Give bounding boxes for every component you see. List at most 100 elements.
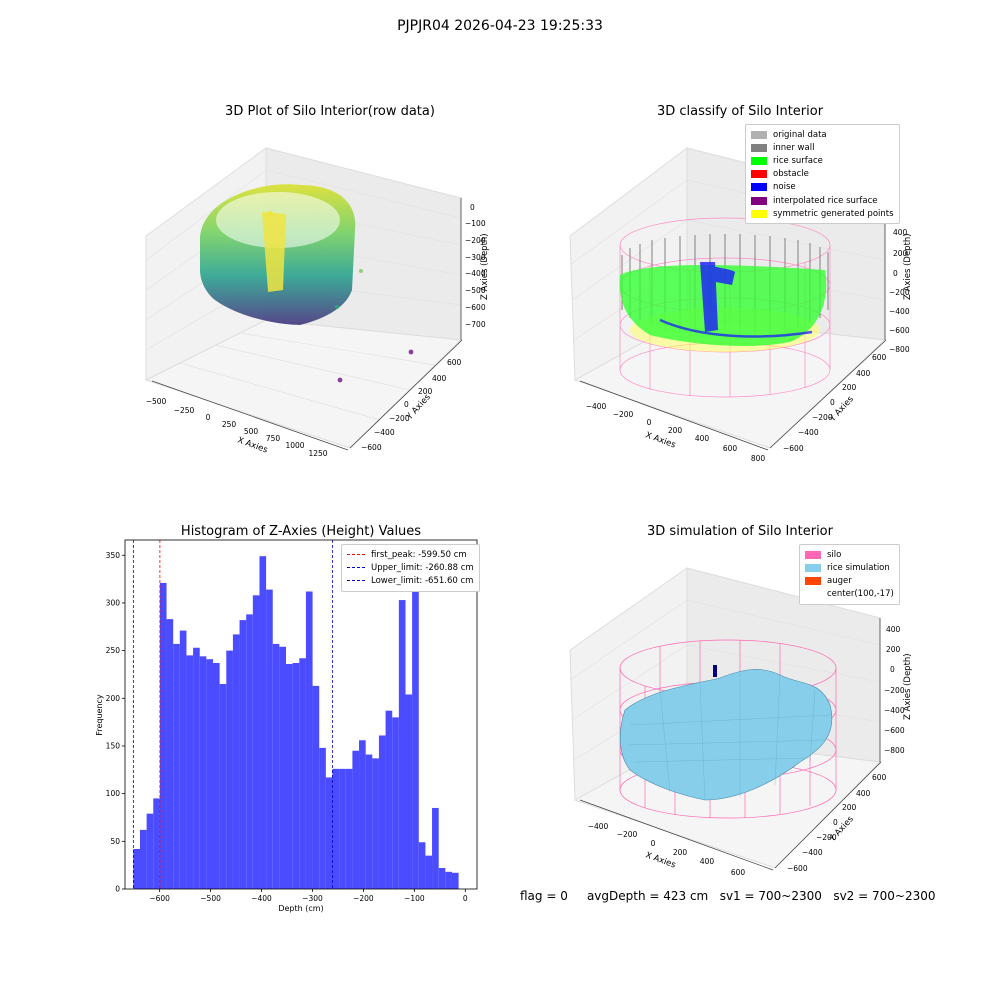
histogram-bar xyxy=(146,813,154,889)
raw-x-tick: 750 xyxy=(266,434,281,443)
histogram-y-tick-label: 350 xyxy=(106,551,121,560)
raw-x-tick: 1250 xyxy=(308,449,327,458)
histogram-x-tick-label: −500 xyxy=(200,894,221,903)
status-footer: flag = 0 avgDepth = 423 cm sv1 = 700~230… xyxy=(520,889,936,903)
histogram-y-ticks: 0 50 100 150 200 250 300 350 xyxy=(106,551,125,894)
raw-y-tick: 400 xyxy=(432,374,447,383)
histogram-bar xyxy=(385,710,393,889)
classify-z-label: Z Axies (Depth) xyxy=(903,233,913,300)
raw-outlier-point xyxy=(408,349,414,355)
classify-y-tick: −600 xyxy=(783,444,804,453)
classify-legend-item: original data xyxy=(751,128,894,141)
histogram-chart: −600 −500 −400 −300 −200 −100 0 0 50 100 150 200 25… xyxy=(95,539,478,913)
histogram-y-tick-label: 0 xyxy=(115,885,120,894)
classify-legend-item: inner wall xyxy=(751,141,894,154)
flag-value: flag = 0 xyxy=(520,889,568,903)
histogram-bar xyxy=(219,683,227,889)
sim-y-tick: −200 xyxy=(816,833,837,842)
raw-outlier-point xyxy=(335,305,339,309)
sim-y-label: Y Axies xyxy=(827,814,856,845)
histogram-title: Histogram of Z-Axies (Height) Values xyxy=(180,524,422,539)
classify-noise xyxy=(700,262,735,332)
histogram-y-tick-label: 300 xyxy=(106,598,121,607)
histogram-bar xyxy=(418,842,426,889)
raw-y-tick: −200 xyxy=(389,414,410,423)
avg-depth-value: avgDepth = 423 cm xyxy=(586,889,709,903)
raw-outlier-point xyxy=(337,377,343,383)
sim-y-tick: −600 xyxy=(787,864,808,873)
raw-z-tick: −100 xyxy=(465,219,486,228)
classify-noise-edge xyxy=(659,318,813,338)
histogram-bar xyxy=(252,595,260,889)
histogram-bar xyxy=(199,656,207,889)
sim-legend-swatch xyxy=(805,590,821,598)
raw-z-tick: −300 xyxy=(465,253,486,262)
histogram-legend-item: Upper_limit: -260.88 cm xyxy=(347,561,474,574)
classify-y-tick: 600 xyxy=(872,353,887,362)
figure-title: PJPJR04 2026-04-23 19:25:33 xyxy=(397,18,603,34)
classify-x-tick: −400 xyxy=(586,402,607,411)
classify-y-axis xyxy=(769,339,887,449)
raw-x-label: X Axies xyxy=(236,435,269,455)
histogram-bar xyxy=(206,659,214,889)
histogram-bar xyxy=(173,643,180,889)
classify-legend-label: inner wall xyxy=(773,142,815,153)
classify-z-tick: 200 xyxy=(893,249,908,258)
classify-legend-item: obstacle xyxy=(751,168,894,181)
classify-y-tick: 0 xyxy=(830,398,835,407)
histogram-bar xyxy=(166,619,174,889)
sim-legend-label: auger xyxy=(827,575,852,586)
histogram-bar xyxy=(266,589,273,889)
classify-legend-swatch xyxy=(751,170,767,179)
histogram-y-tick-label: 100 xyxy=(106,789,121,798)
histogram-x-tick-label: −200 xyxy=(353,894,374,903)
raw-x-tick: 1000 xyxy=(285,441,304,450)
classify-y-tick: 200 xyxy=(842,383,857,392)
sim-z-tick: −200 xyxy=(884,686,905,695)
classify-legend-item: noise xyxy=(751,181,894,194)
histogram-bar xyxy=(272,643,280,889)
histogram-bar xyxy=(299,658,306,889)
histogram-bar xyxy=(405,694,413,889)
histogram-frame xyxy=(124,539,478,890)
sim-rice-mesh xyxy=(627,672,831,801)
histogram-y-label: Frequency xyxy=(95,694,104,736)
sim-z-tick: 0 xyxy=(890,665,895,674)
classify-y-tick: 400 xyxy=(856,369,871,378)
sim-x-tick: 600 xyxy=(731,868,746,877)
sim-z-ticks: 400 200 0 −200 −400 −600 −800 xyxy=(884,625,905,755)
classify-x-tick: 600 xyxy=(723,444,738,453)
sim-x-tick: −200 xyxy=(617,830,638,839)
sim-legend-item: rice simulation xyxy=(805,561,894,574)
raw-x-tick: 500 xyxy=(244,427,259,436)
histogram-bar xyxy=(179,630,187,889)
histogram-bar xyxy=(239,620,247,889)
histogram-bar xyxy=(305,591,313,889)
histogram-bar xyxy=(286,663,293,889)
raw-z-ticks: 0 −100 −200 −300 −400 −500 −600 −700 xyxy=(465,203,486,329)
histogram-bar xyxy=(365,754,373,889)
sv1-value: sv1 = 700~2300 xyxy=(719,889,822,903)
histogram-x-tick-label: −400 xyxy=(251,894,272,903)
histogram-bar xyxy=(153,798,160,889)
histogram-legend-line-sample xyxy=(347,580,365,582)
histogram-legend-line-sample xyxy=(347,567,365,569)
histogram-legend-label: first_peak: -599.50 cm xyxy=(371,549,467,560)
histogram-bar xyxy=(232,634,240,889)
sim-y-tick: 0 xyxy=(833,818,838,827)
sim-z-label: Z Axies (Depth) xyxy=(903,653,913,720)
histogram-bar xyxy=(451,872,459,889)
histogram-x-tick-label: 0 xyxy=(463,894,468,903)
sim-y-tick: 400 xyxy=(856,789,871,798)
histogram-x-tick-label: −100 xyxy=(404,894,425,903)
raw-x-tick: 250 xyxy=(222,420,237,429)
histogram-y-tick-label: 50 xyxy=(110,837,120,846)
sim-plot-title: 3D simulation of Silo Interior xyxy=(647,524,833,539)
classify-z-tick: 400 xyxy=(893,228,908,237)
classify-legend-label: interpolated rice surface xyxy=(773,195,878,206)
histogram-bar xyxy=(226,650,233,889)
sim-y-tick: 200 xyxy=(842,803,857,812)
sv2-value: sv2 = 700~2300 xyxy=(833,889,936,903)
sim-z-tick: −600 xyxy=(884,726,905,735)
classify-x-tick: 0 xyxy=(647,418,652,427)
